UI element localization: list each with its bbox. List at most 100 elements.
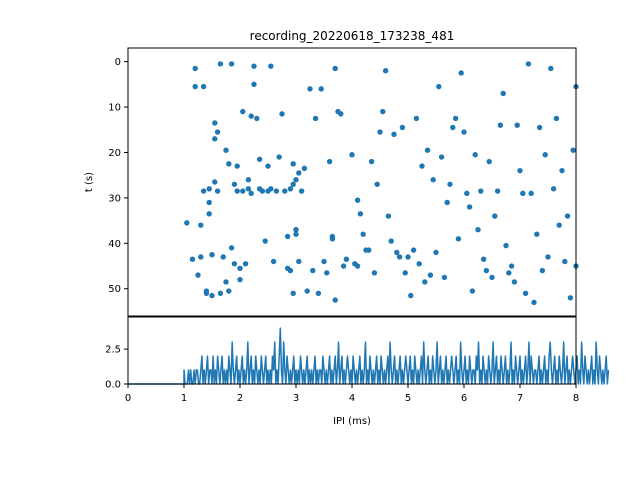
raster-point-157 — [534, 231, 540, 237]
raster-point-14 — [209, 251, 215, 258]
raster-point-53 — [268, 186, 274, 192]
raster-point-108 — [396, 254, 403, 260]
raster-point-103 — [382, 68, 389, 74]
raster-point-120 — [430, 177, 436, 183]
raster-point-116 — [419, 163, 425, 169]
raster-point-75 — [310, 267, 316, 274]
raster-point-130 — [458, 70, 464, 76]
raster-point-117 — [422, 279, 428, 285]
raster-point-79 — [321, 258, 327, 265]
raster-point-6 — [198, 254, 204, 260]
raster-point-7 — [200, 188, 207, 194]
raster-point-67 — [293, 226, 299, 233]
raster-point-49 — [262, 238, 268, 244]
raster-point-83 — [329, 233, 336, 240]
raster-point-94 — [357, 211, 364, 217]
raster-point-36 — [240, 108, 246, 115]
raster-point-88 — [340, 263, 347, 269]
raster-point-44 — [251, 81, 257, 88]
raster-y-tick-label: 0 — [115, 57, 121, 68]
raster-point-0 — [184, 220, 190, 226]
histogram-x-tick-label: 3 — [293, 393, 299, 404]
chart-title: recording_20220618_173238_481 — [250, 29, 455, 43]
histogram-x-tick-label: 4 — [349, 393, 355, 404]
raster-point-127 — [450, 124, 456, 131]
raster-point-100 — [374, 181, 380, 187]
raster-y-tick-label: 10 — [108, 103, 121, 114]
raster-point-110 — [402, 270, 408, 276]
raster-y-label: t (s) — [84, 172, 95, 192]
raster-point-65 — [290, 290, 296, 296]
raster-point-59 — [284, 233, 291, 240]
raster-point-52 — [268, 63, 274, 69]
raster-point-63 — [290, 161, 296, 167]
raster-point-164 — [553, 115, 560, 122]
raster-point-31 — [231, 261, 238, 267]
raster-point-25 — [223, 279, 229, 285]
raster-point-149 — [511, 279, 518, 285]
raster-point-55 — [273, 188, 280, 194]
raster-point-87 — [338, 111, 344, 117]
raster-point-40 — [245, 186, 252, 192]
raster-point-152 — [520, 190, 526, 197]
raster-point-48 — [259, 188, 266, 194]
raster-point-159 — [539, 267, 546, 274]
raster-point-41 — [248, 113, 254, 119]
raster-point-95 — [360, 231, 366, 237]
raster-point-20 — [214, 188, 221, 194]
raster-point-158 — [536, 124, 543, 131]
raster-point-146 — [503, 242, 509, 249]
raster-point-74 — [307, 86, 313, 92]
raster-point-1 — [189, 256, 196, 262]
raster-point-107 — [394, 249, 400, 256]
raster-point-72 — [301, 165, 308, 172]
histogram-x-tick-label: 7 — [517, 393, 523, 404]
raster-point-34 — [237, 265, 243, 272]
histogram-x-ticks: 0 1 2 3 4 5 6 7 8 — [125, 384, 579, 404]
raster-point-104 — [385, 213, 392, 219]
raster-point-148 — [508, 263, 515, 269]
raster-point-122 — [436, 83, 442, 90]
raster-point-16 — [212, 120, 218, 126]
raster-point-57 — [279, 111, 285, 117]
raster-point-106 — [391, 131, 397, 138]
raster-point-141 — [489, 274, 495, 281]
raster-point-27 — [226, 288, 232, 294]
raster-point-38 — [242, 261, 249, 267]
raster-point-134 — [469, 288, 476, 294]
raster-point-35 — [237, 276, 243, 283]
raster-point-13 — [206, 199, 212, 206]
raster-point-169 — [567, 295, 574, 301]
raster-point-90 — [349, 152, 355, 158]
raster-point-66 — [293, 177, 299, 183]
raster-point-30 — [231, 181, 238, 187]
raster-point-73 — [304, 288, 310, 294]
raster-point-43 — [251, 63, 257, 69]
raster-point-129 — [455, 236, 462, 242]
raster-point-99 — [371, 270, 378, 276]
raster-point-45 — [254, 115, 260, 122]
raster-point-26 — [226, 161, 232, 167]
raster-point-64 — [290, 181, 296, 187]
raster-point-140 — [486, 158, 492, 165]
raster-point-144 — [497, 122, 504, 128]
raster-point-56 — [276, 154, 282, 160]
raster-axes-frame — [127, 47, 577, 317]
raster-point-143 — [494, 188, 501, 194]
raster-point-125 — [444, 199, 450, 206]
histogram-line — [128, 327, 610, 385]
raster-point-78 — [318, 86, 324, 92]
raster-point-101 — [377, 129, 383, 135]
raster-point-70 — [296, 258, 302, 265]
raster-point-42 — [248, 190, 254, 197]
raster-point-145 — [500, 90, 506, 97]
raster-point-54 — [270, 258, 277, 265]
raster-point-128 — [452, 115, 459, 122]
raster-point-132 — [464, 190, 470, 197]
raster-point-71 — [298, 188, 305, 194]
raster-point-58 — [282, 188, 288, 194]
raster-point-62 — [287, 267, 294, 274]
raster-y-tick-label: 50 — [108, 284, 121, 295]
raster-y-tick-label: 40 — [108, 239, 121, 250]
raster-point-151 — [517, 167, 523, 174]
